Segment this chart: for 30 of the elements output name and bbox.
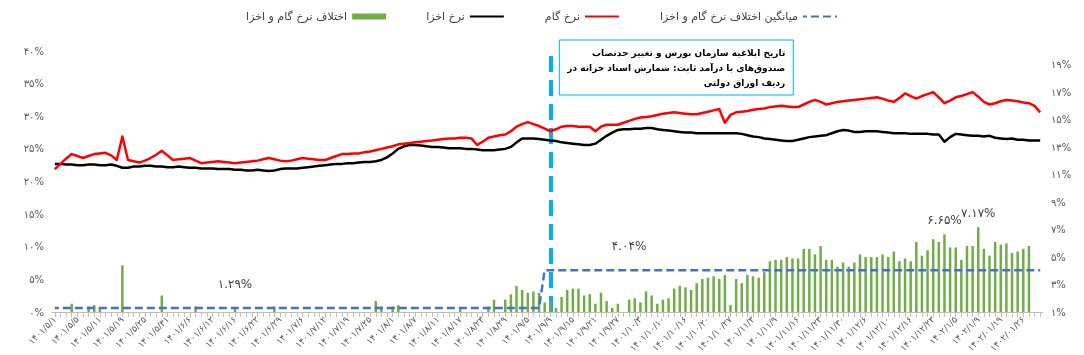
y-tick-label: ۳۵% [23,78,44,90]
y-tick-label: ۲۵% [23,143,44,155]
y2-tick-label: ۱% [1051,306,1066,318]
y2-tick-label: ۹% [1051,196,1066,208]
data-label: ۱.۲۹% [217,277,253,292]
y2-tick-label: ۱۵% [1051,114,1072,126]
y2-tick-label: ۵% [1051,251,1066,263]
y-tick-label: ۱۵% [23,208,44,220]
y-tick-label: ۵% [29,273,44,285]
line-series [53,126,1042,173]
y2-tick-label: ۱۷% [1051,86,1072,98]
y2-tick-label: ۱۱% [1051,169,1072,181]
y-tick-label: ۰% [29,306,44,318]
data-label: ۷.۱۷% [960,206,996,221]
ref-line-label: تاریخ ابلاغیه سازمان بورس و تغییر حدنصاب صندوق‌های با درآمد ثابت: شمارش اسناد خزانه در ردیف اوراق دولتی [566,47,786,89]
y-tick-label: ۱۰% [23,241,44,253]
y2-tick-label: ۱۹% [1051,59,1072,71]
legend-label: نرخ گام [544,10,580,23]
y-tick-label: ۴۰% [23,45,44,57]
line-series [53,90,1042,171]
legend-label: نرخ اخزا [426,10,465,23]
y2-tick-label: ۱۳% [1051,141,1072,153]
data-label: ۴.۰۴% [611,239,647,254]
data-label: ۶.۶۵% [927,213,962,228]
y2-tick-label: ۷% [1051,224,1066,236]
legend-label: میانگین اختلاف نرخ گام و اخزا [659,10,799,23]
y-tick-label: ۳۰% [23,110,44,122]
legend-label: اختلاف نرخ گام و اخزا [246,10,348,23]
y2-tick-label: ۳% [1051,279,1066,291]
y-tick-label: ۲۰% [23,176,44,187]
